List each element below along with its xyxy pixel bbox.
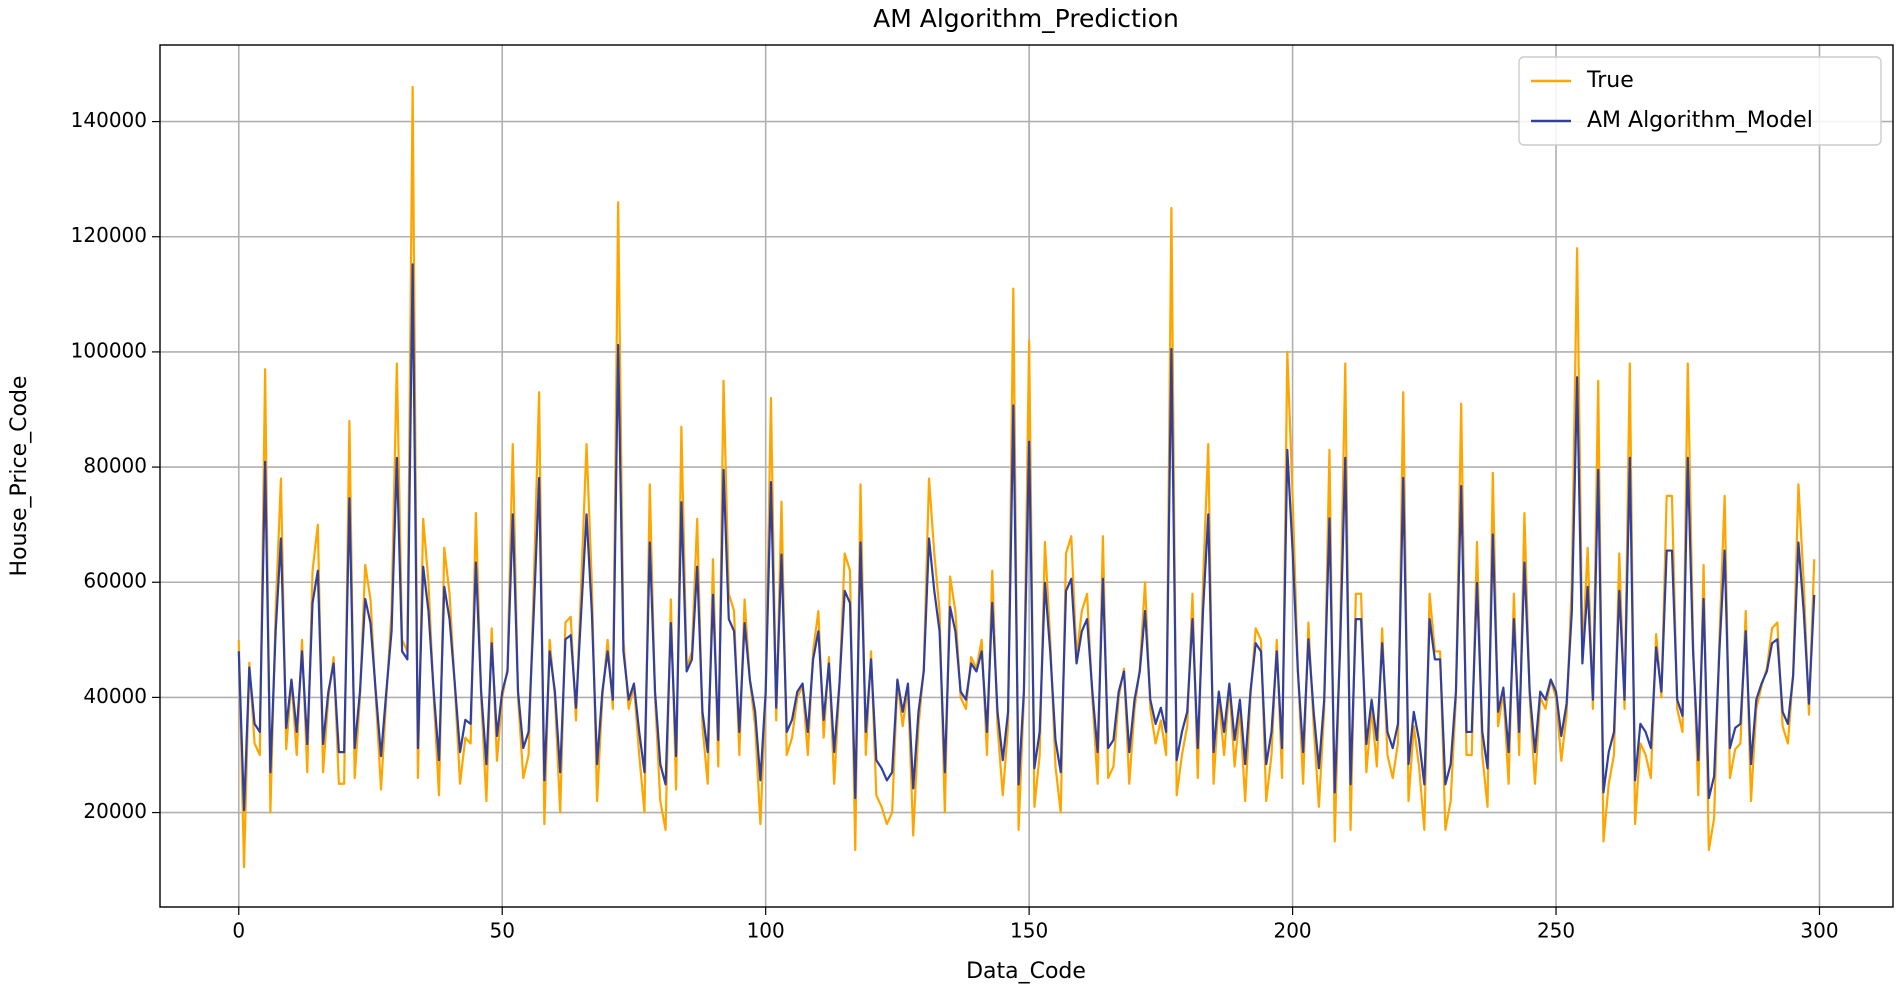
- x-tick-label: 200: [1273, 919, 1311, 943]
- legend-label: True: [1586, 68, 1634, 93]
- y-axis-label: House_Price_Code: [7, 376, 32, 577]
- y-tick-label: 120000: [71, 223, 147, 247]
- x-tick-label: 50: [490, 919, 515, 943]
- x-tick-label: 150: [1010, 919, 1048, 943]
- plot-frame: [159, 44, 1894, 908]
- y-tick-label: 60000: [83, 569, 147, 593]
- legend-label: AM Algorithm_Model: [1587, 108, 1813, 133]
- data-line: [237, 263, 1816, 812]
- x-tick-label: 250: [1537, 919, 1575, 943]
- y-tick-label: 20000: [83, 799, 147, 823]
- x-axis-label: Data_Code: [966, 959, 1086, 984]
- y-tick-label: 80000: [83, 454, 147, 478]
- y-tick-label: 40000: [83, 684, 147, 708]
- x-tick-label: 0: [232, 919, 245, 943]
- y-tick-label: 140000: [71, 108, 147, 132]
- legend-box: [1518, 56, 1882, 146]
- chart-title: AM Algorithm_Prediction: [873, 4, 1179, 33]
- x-tick-label: 300: [1800, 919, 1838, 943]
- x-tick-label: 100: [747, 919, 785, 943]
- y-tick-label: 100000: [71, 338, 147, 362]
